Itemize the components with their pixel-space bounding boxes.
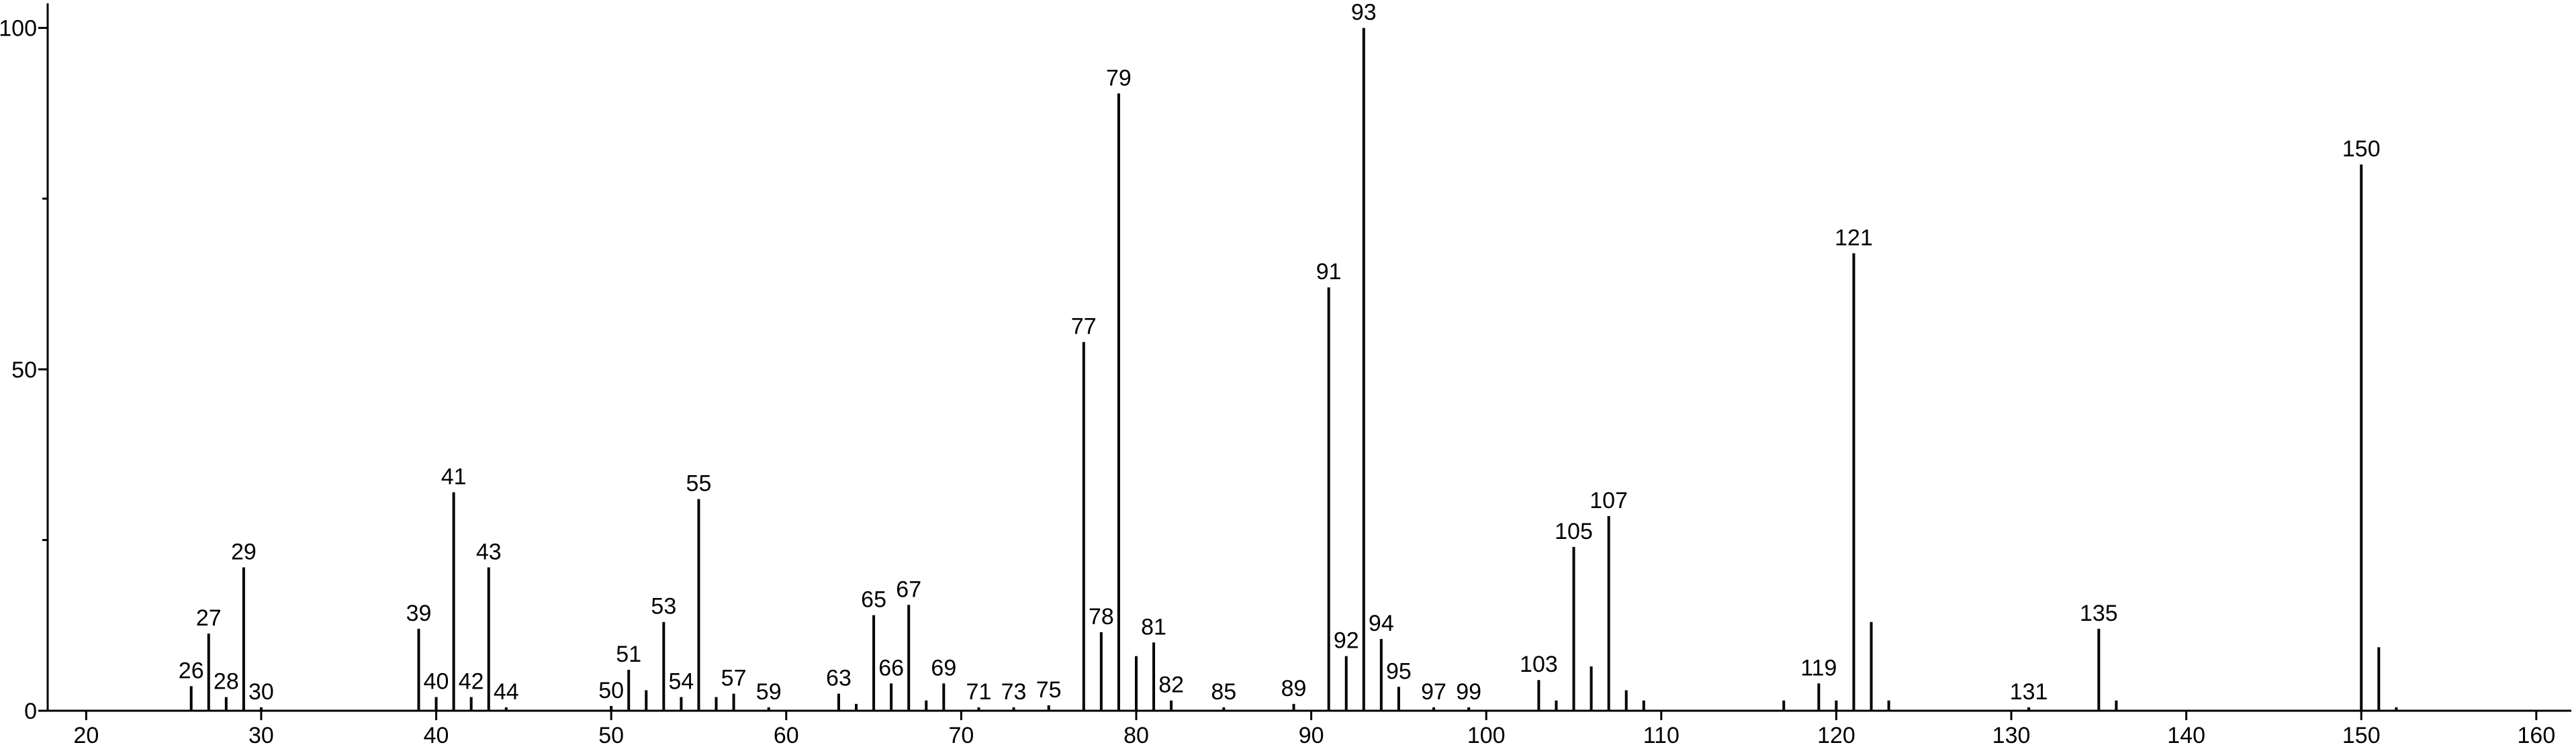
- x-tick-label: 50: [598, 723, 624, 748]
- x-tick-label: 60: [774, 723, 799, 748]
- peak-label: 50: [598, 678, 624, 703]
- peak-label: 97: [1421, 679, 1446, 705]
- x-tick-label: 130: [1992, 723, 2031, 748]
- x-tick-label: 30: [248, 723, 274, 748]
- peak-label: 119: [1800, 655, 1837, 681]
- peak-label: 65: [861, 587, 886, 613]
- peak-label: 150: [2342, 136, 2381, 162]
- x-tick-label: 110: [1643, 723, 1680, 748]
- x-tick-label: 160: [2518, 723, 2556, 748]
- peak-label: 78: [1089, 604, 1114, 630]
- peak-label: 67: [896, 577, 921, 602]
- peak-label: 75: [1036, 677, 1062, 703]
- peak-label: 44: [494, 679, 519, 705]
- peak-label: 95: [1386, 658, 1412, 684]
- peak-label: 51: [616, 642, 641, 667]
- y-tick-label: 0: [24, 699, 37, 724]
- peak-label: 63: [826, 666, 852, 691]
- x-tick-label: 20: [73, 723, 99, 748]
- peak-label: 79: [1106, 65, 1132, 91]
- peak-label: 57: [721, 666, 747, 691]
- x-tick-label: 150: [2342, 723, 2381, 748]
- x-tick-label: 120: [1817, 723, 1855, 748]
- peak-label: 27: [196, 605, 222, 631]
- peak-label: 26: [179, 658, 204, 683]
- peak-label: 71: [966, 679, 992, 705]
- peak-label: 85: [1211, 679, 1236, 705]
- peak-label: 43: [476, 539, 502, 564]
- peak-label: 69: [931, 655, 956, 681]
- peak-label: 91: [1316, 259, 1342, 285]
- peak-label: 29: [231, 539, 257, 564]
- peak-label: 55: [686, 471, 712, 497]
- peak-label: 93: [1351, 0, 1377, 26]
- peak-label: 135: [2080, 601, 2118, 626]
- x-tick-label: 80: [1123, 723, 1149, 748]
- peak-label: 41: [441, 464, 467, 489]
- peak-label: 92: [1334, 628, 1359, 654]
- y-tick-label: 100: [0, 16, 37, 42]
- peak-label: 59: [756, 679, 782, 705]
- peak-label: 99: [1456, 679, 1481, 705]
- peak-label: 107: [1590, 488, 1628, 513]
- peak-label: 66: [878, 655, 904, 681]
- peak-label: 94: [1369, 611, 1394, 636]
- peak-label: 82: [1158, 672, 1184, 698]
- x-tick-label: 70: [948, 723, 974, 748]
- peak-label: 73: [1001, 679, 1027, 705]
- peak-label: 42: [459, 669, 484, 695]
- peak-label: 131: [2010, 679, 2048, 705]
- peak-label: 30: [248, 679, 274, 705]
- y-tick-label: 50: [11, 357, 37, 383]
- peak-label: 121: [1835, 225, 1873, 250]
- peak-label: 105: [1555, 519, 1593, 544]
- peak-label: 54: [668, 669, 694, 695]
- peak-label: 40: [424, 669, 449, 695]
- x-tick-label: 40: [424, 723, 449, 748]
- peak-label: 28: [214, 669, 239, 695]
- peak-label: 39: [406, 601, 432, 626]
- peak-label: 89: [1281, 676, 1307, 701]
- x-tick-label: 90: [1299, 723, 1324, 748]
- peak-label: 53: [651, 594, 676, 619]
- peak-label: 77: [1071, 314, 1097, 340]
- peak-label: 81: [1141, 614, 1166, 640]
- x-tick-label: 100: [1467, 723, 1506, 748]
- peak-label: 103: [1520, 652, 1558, 677]
- x-tick-label: 140: [2167, 723, 2205, 748]
